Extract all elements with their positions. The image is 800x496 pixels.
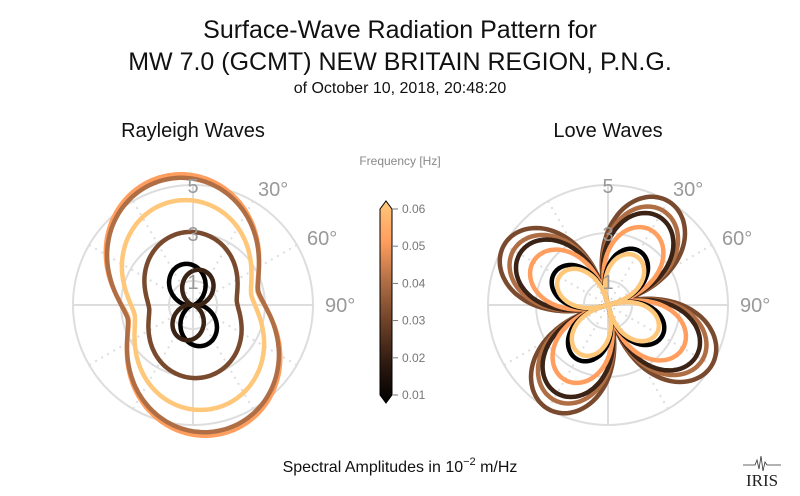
series-line-0.035hz bbox=[497, 194, 719, 416]
radial-tick-label: 5 bbox=[602, 176, 613, 198]
frequency-colorbar: Frequency [Hz] 0.06 0.05 0.04 0.03 0.02 0.01 bbox=[359, 154, 441, 404]
angle-tick-label: 60° bbox=[722, 228, 752, 250]
colorbar-tick-label: 0.02 bbox=[402, 351, 426, 365]
chart-subtitle: of October 10, 2018, 20:48:20 bbox=[294, 80, 507, 97]
colorbar-gradient bbox=[379, 200, 393, 404]
series-line-0.02hz bbox=[513, 210, 703, 400]
footer-units-label: Spectral Amplitudes in 10−2 m/Hz bbox=[283, 456, 518, 476]
colorbar-tick-label: 0.01 bbox=[402, 388, 426, 402]
series-line-0.01hz bbox=[166, 261, 220, 349]
series-line-0.05hz bbox=[527, 224, 689, 386]
rayleigh-panel-title: Rayleigh Waves bbox=[121, 120, 265, 142]
radial-tick-label: 3 bbox=[187, 224, 198, 246]
angle-tick-label: 30° bbox=[258, 179, 288, 201]
radial-tick-label: 1 bbox=[602, 272, 613, 294]
love-polar-plot: 1 3 5 30° 60° 90° bbox=[487, 176, 770, 426]
iris-logo: IRIS bbox=[743, 455, 781, 490]
series-line-0.02hz bbox=[170, 267, 216, 343]
seismogram-icon bbox=[743, 455, 781, 472]
colorbar-label: Frequency [Hz] bbox=[359, 154, 440, 168]
iris-logo-text: IRIS bbox=[746, 471, 778, 490]
series-line-0.035hz bbox=[142, 229, 244, 381]
angle-tick-label: 90° bbox=[325, 295, 355, 317]
footer-prefix: Spectral Amplitudes in 10 bbox=[283, 459, 464, 476]
angle-tick-label: 30° bbox=[673, 179, 703, 201]
chart-title-line-1: Surface-Wave Radiation Pattern for bbox=[203, 16, 597, 44]
colorbar-tick-label: 0.03 bbox=[402, 314, 426, 328]
radial-tick-label: 5 bbox=[187, 176, 198, 198]
series-line-0.04hz bbox=[104, 175, 282, 435]
radial-tick-label: 1 bbox=[187, 272, 198, 294]
colorbar-tick-label: 0.06 bbox=[402, 202, 426, 216]
chart-title-line-2: MW 7.0 (GCMT) NEW BRITAIN REGION, P.N.G. bbox=[128, 48, 672, 76]
angle-tick-label: 90° bbox=[740, 295, 770, 317]
love-panel-title: Love Waves bbox=[553, 120, 662, 142]
colorbar-tick-label: 0.04 bbox=[402, 276, 426, 290]
footer-suffix: m/Hz bbox=[476, 459, 518, 476]
series-line-0.06hz bbox=[119, 197, 267, 413]
angle-tick-label: 60° bbox=[307, 228, 337, 250]
footer-exponent: −2 bbox=[463, 456, 476, 468]
radial-tick-label: 3 bbox=[602, 224, 613, 246]
series-line-0.06hz bbox=[554, 251, 662, 359]
rayleigh-polar-plot: 1 3 5 30° 60° 90° bbox=[72, 172, 355, 438]
colorbar-tick-label: 0.05 bbox=[402, 239, 426, 253]
